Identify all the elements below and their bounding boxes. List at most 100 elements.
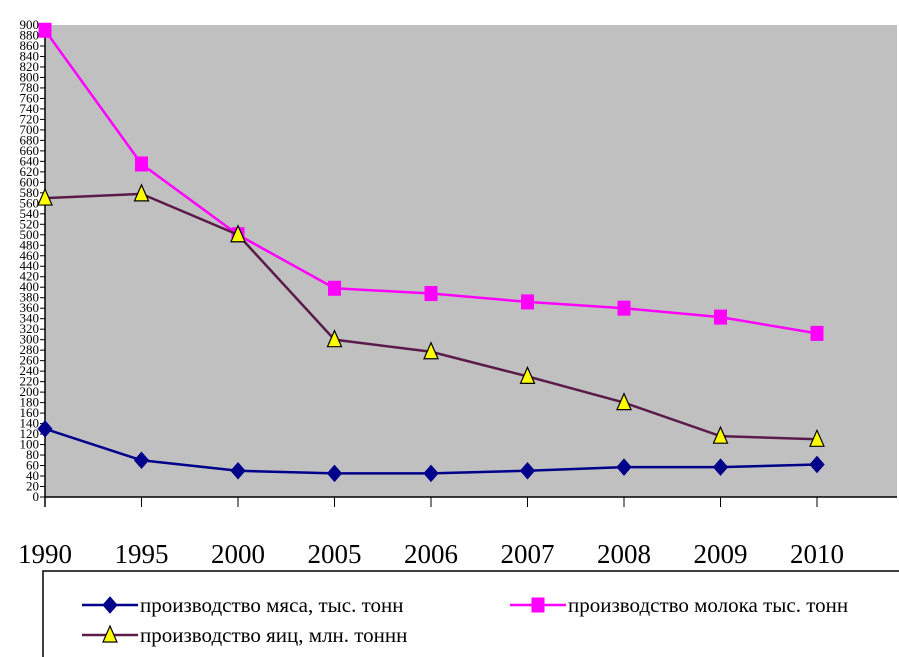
legend-label: производство молока тыс. тонн (568, 593, 848, 617)
data-point (328, 280, 341, 296)
y-tick-label: 640 (20, 153, 40, 168)
data-point (326, 329, 343, 348)
y-tick-label: 780 (20, 80, 40, 95)
legend-marker (102, 624, 118, 643)
data-point (423, 464, 439, 483)
data-point (230, 462, 246, 480)
y-tick-label: 280 (20, 342, 40, 357)
legend-marker (531, 597, 545, 613)
data-point (616, 392, 632, 411)
y-tick-label: 140 (20, 416, 40, 431)
y-tick-label: 520 (20, 216, 40, 231)
x-tick-label: 2006 (404, 539, 458, 569)
data-point (809, 455, 825, 474)
data-point (135, 156, 148, 172)
legend-box (42, 570, 899, 657)
y-tick-label: 740 (20, 101, 40, 116)
y-tick-label: 580 (20, 185, 40, 200)
y-tick-label: 200 (20, 384, 40, 399)
legend-item: производство яиц, млн. тоннн (82, 623, 407, 647)
x-tick-label: 2000 (211, 539, 265, 569)
data-point (714, 309, 727, 325)
y-tick-label: 460 (20, 248, 40, 263)
y-tick-label: 260 (20, 353, 40, 368)
data-point (519, 365, 536, 384)
data-point (37, 420, 53, 438)
series-3 (37, 183, 825, 447)
series-layer (37, 22, 825, 483)
legend-item: производство мяса, тыс. тонн (82, 593, 403, 617)
y-tick-label: 680 (20, 132, 40, 147)
data-point (326, 464, 343, 483)
y-tick-label: 380 (20, 290, 40, 305)
y-tick-label: 320 (20, 321, 40, 336)
y-tick-label: 860 (20, 38, 40, 53)
series-1 (37, 420, 825, 483)
y-tick-label: 240 (20, 363, 40, 378)
y-tick-label: 80 (26, 447, 39, 462)
y-tick-label: 0 (33, 489, 40, 504)
y-tick-label: 360 (20, 300, 40, 315)
y-tick-label: 820 (20, 59, 40, 74)
y-tick-label: 500 (20, 227, 40, 242)
y-tick-label: 540 (20, 206, 40, 221)
data-point (809, 428, 825, 447)
data-point (712, 425, 729, 444)
y-tick-label: 60 (26, 458, 39, 473)
y-tick-label: 20 (26, 479, 39, 494)
data-point (423, 341, 439, 360)
y-tick-label: 220 (20, 374, 40, 389)
y-tick-label: 900 (20, 17, 40, 32)
x-tick-label: 2009 (694, 539, 748, 569)
data-point (37, 187, 53, 206)
y-tick-label: 340 (20, 311, 40, 326)
legend-label: производство мяса, тыс. тонн (140, 593, 403, 617)
legend: производство мяса, тыс. тонн производство… (42, 570, 899, 657)
data-point (712, 458, 729, 476)
data-point (38, 22, 52, 38)
y-tick-label: 440 (20, 258, 40, 273)
y-tick-label: 760 (20, 90, 40, 105)
data-point (230, 224, 246, 243)
y-tick-label: 480 (20, 237, 40, 252)
y-tick-label: 160 (20, 405, 40, 420)
legend-label: производство яиц, млн. тоннн (140, 623, 407, 647)
data-point (617, 300, 631, 316)
data-point (424, 286, 438, 302)
data-point (616, 458, 632, 476)
data-point (519, 462, 536, 480)
x-tick-label: 2010 (790, 539, 844, 569)
data-point (810, 325, 824, 341)
y-tick-label: 840 (20, 48, 40, 63)
y-tick-label: 400 (20, 279, 40, 294)
data-point (133, 183, 150, 202)
y-tick-label: 600 (20, 174, 40, 189)
y-tick-label: 700 (20, 122, 40, 137)
y-tick-label: 660 (20, 143, 40, 158)
y-tick-label: 620 (20, 164, 40, 179)
y-tick-label: 880 (20, 27, 40, 42)
y-tick-label: 100 (20, 437, 40, 452)
x-axis-ticks: 1990 1995 2000 2005 2006 2007 2008 2009 2010 (18, 497, 844, 569)
x-tick-label: 2008 (597, 539, 651, 569)
y-tick-label: 560 (20, 195, 40, 210)
y-tick-label: 800 (20, 69, 40, 84)
x-tick-label: 1995 (115, 539, 169, 569)
y-tick-label: 720 (20, 111, 40, 126)
y-tick-label: 120 (20, 426, 40, 441)
legend-marker (102, 596, 118, 614)
data-point (521, 294, 534, 310)
plot-area (45, 25, 897, 497)
x-tick-label: 1990 (18, 539, 72, 569)
y-tick-label: 420 (20, 269, 40, 284)
data-point (133, 451, 150, 470)
x-tick-label: 2005 (308, 539, 362, 569)
legend-item: производство молока тыс. тонн (510, 593, 848, 617)
y-axis-ticks: 0204060801001201401601802002202402602803… (20, 17, 45, 504)
x-tick-label: 2007 (501, 539, 555, 569)
y-tick-label: 40 (26, 468, 39, 483)
y-tick-label: 300 (20, 332, 40, 347)
y-tick-label: 180 (20, 395, 40, 410)
